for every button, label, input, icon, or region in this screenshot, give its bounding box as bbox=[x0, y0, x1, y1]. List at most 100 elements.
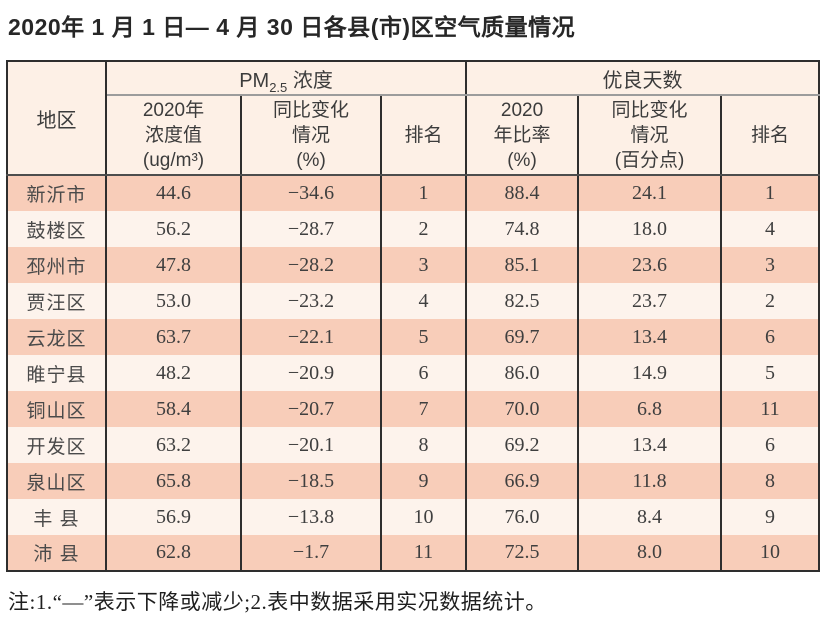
cell-good-change: 8.0 bbox=[577, 535, 723, 571]
table-header: 地区 PM2.5 浓度 优良天数 2020年 浓度值 (ug/m³) 同比变化 … bbox=[6, 61, 821, 176]
cell-pm-change: −20.1 bbox=[240, 427, 382, 463]
cell-pm-change: −28.7 bbox=[240, 211, 382, 247]
pm25-label-subscript: 2.5 bbox=[269, 79, 288, 95]
cell-good-rate: 82.5 bbox=[465, 283, 580, 319]
cell-good-change: 11.8 bbox=[577, 463, 723, 499]
cell-region: 云龙区 bbox=[6, 319, 107, 355]
table-row: 丰 县 56.9 −13.8 10 76.0 8.4 9 bbox=[6, 499, 821, 535]
cell-region: 泉山区 bbox=[6, 463, 107, 499]
cell-pm-rank: 1 bbox=[379, 175, 468, 211]
table-body: 新沂市 44.6 −34.6 1 88.4 24.1 1 鼓楼区 56.2 −2… bbox=[6, 175, 821, 571]
cell-region: 铜山区 bbox=[6, 391, 107, 427]
cell-pm-change: −18.5 bbox=[240, 463, 382, 499]
footnote: 注:1.“—”表示下降或减少;2.表中数据采用实况数据统计。 bbox=[8, 590, 547, 614]
table-row: 泉山区 65.8 −18.5 9 66.9 11.8 8 bbox=[6, 463, 821, 499]
header-group-row: 地区 PM2.5 浓度 优良天数 bbox=[6, 61, 821, 176]
column-header-pm-change: 同比变化 情况 (%) bbox=[240, 95, 382, 176]
cell-good-rank: 11 bbox=[720, 391, 821, 427]
cell-good-rank: 4 bbox=[720, 211, 821, 247]
column-header-good-rank: 排名 bbox=[720, 95, 821, 176]
cell-good-rank: 2 bbox=[720, 283, 821, 319]
cell-good-change: 14.9 bbox=[577, 355, 723, 391]
column-group-good-days: 优良天数 bbox=[465, 61, 821, 96]
cell-pm-value: 53.0 bbox=[105, 283, 242, 319]
table-row: 新沂市 44.6 −34.6 1 88.4 24.1 1 bbox=[6, 175, 821, 211]
cell-region: 睢宁县 bbox=[6, 355, 107, 391]
cell-pm-value: 47.8 bbox=[105, 247, 242, 283]
cell-good-rate: 66.9 bbox=[465, 463, 580, 499]
pm25-label-prefix: PM bbox=[239, 69, 270, 92]
cell-pm-change: −20.9 bbox=[240, 355, 382, 391]
column-header-pm-value: 2020年 浓度值 (ug/m³) bbox=[105, 95, 242, 176]
cell-pm-value: 48.2 bbox=[105, 355, 242, 391]
cell-good-rank: 6 bbox=[720, 319, 821, 355]
cell-pm-rank: 8 bbox=[379, 427, 468, 463]
cell-good-rate: 74.8 bbox=[465, 211, 580, 247]
column-header-good-change: 同比变化 情况 (百分点) bbox=[577, 95, 723, 176]
cell-region: 丰 县 bbox=[6, 499, 107, 535]
header-sub-row: 2020年 浓度值 (ug/m³) 同比变化 情况 (%) 排名 2020 年比… bbox=[7, 95, 821, 176]
cell-pm-value: 44.6 bbox=[105, 175, 242, 211]
cell-good-change: 23.7 bbox=[577, 283, 723, 319]
cell-good-change: 6.8 bbox=[577, 391, 723, 427]
cell-good-rank: 6 bbox=[720, 427, 821, 463]
air-quality-table: 地区 PM2.5 浓度 优良天数 2020年 浓度值 (ug/m³) 同比变化 … bbox=[6, 60, 821, 572]
cell-pm-rank: 6 bbox=[379, 355, 468, 391]
cell-region: 鼓楼区 bbox=[6, 211, 107, 247]
cell-region: 沛 县 bbox=[6, 535, 107, 571]
cell-pm-change: −1.7 bbox=[240, 535, 382, 571]
cell-pm-rank: 11 bbox=[379, 535, 468, 571]
cell-pm-rank: 10 bbox=[379, 499, 468, 535]
cell-good-rank: 10 bbox=[720, 535, 821, 571]
table-row: 铜山区 58.4 −20.7 7 70.0 6.8 11 bbox=[6, 391, 821, 427]
cell-pm-rank: 2 bbox=[379, 211, 468, 247]
column-header-region: 地区 bbox=[6, 61, 107, 176]
cell-good-rate: 76.0 bbox=[465, 499, 580, 535]
column-header-good-rate: 2020 年比率 (%) bbox=[465, 95, 580, 176]
cell-good-rate: 88.4 bbox=[465, 175, 580, 211]
table-row: 云龙区 63.7 −22.1 5 69.7 13.4 6 bbox=[6, 319, 821, 355]
cell-pm-rank: 7 bbox=[379, 391, 468, 427]
cell-good-change: 8.4 bbox=[577, 499, 723, 535]
cell-good-rank: 9 bbox=[720, 499, 821, 535]
cell-good-rate: 69.7 bbox=[465, 319, 580, 355]
cell-pm-value: 56.2 bbox=[105, 211, 242, 247]
cell-region: 开发区 bbox=[6, 427, 107, 463]
table-row: 睢宁县 48.2 −20.9 6 86.0 14.9 5 bbox=[6, 355, 821, 391]
cell-good-rank: 1 bbox=[720, 175, 821, 211]
table-row: 邳州市 47.8 −28.2 3 85.1 23.6 3 bbox=[6, 247, 821, 283]
cell-good-rate: 69.2 bbox=[465, 427, 580, 463]
cell-pm-value: 63.7 bbox=[105, 319, 242, 355]
cell-pm-change: −28.2 bbox=[240, 247, 382, 283]
cell-good-change: 24.1 bbox=[577, 175, 723, 211]
cell-good-rank: 8 bbox=[720, 463, 821, 499]
cell-pm-change: −34.6 bbox=[240, 175, 382, 211]
table-row: 开发区 63.2 −20.1 8 69.2 13.4 6 bbox=[6, 427, 821, 463]
cell-good-rate: 72.5 bbox=[465, 535, 580, 571]
cell-pm-change: −23.2 bbox=[240, 283, 382, 319]
cell-pm-value: 62.8 bbox=[105, 535, 242, 571]
cell-good-change: 13.4 bbox=[577, 427, 723, 463]
cell-good-change: 13.4 bbox=[577, 319, 723, 355]
cell-region: 贾汪区 bbox=[6, 283, 107, 319]
cell-good-rate: 85.1 bbox=[465, 247, 580, 283]
cell-good-change: 23.6 bbox=[577, 247, 723, 283]
pm25-label-suffix: 浓度 bbox=[287, 69, 333, 92]
cell-good-rate: 86.0 bbox=[465, 355, 580, 391]
cell-pm-rank: 4 bbox=[379, 283, 468, 319]
column-header-pm-rank: 排名 bbox=[379, 95, 468, 176]
column-group-pm25: PM2.5 浓度 bbox=[104, 61, 468, 96]
cell-pm-value: 65.8 bbox=[105, 463, 242, 499]
cell-region: 新沂市 bbox=[6, 175, 107, 211]
table-row: 鼓楼区 56.2 −28.7 2 74.8 18.0 4 bbox=[6, 211, 821, 247]
page-title: 2020年 1 月 1 日— 4 月 30 日各县(市)区空气质量情况 bbox=[8, 14, 576, 40]
cell-pm-change: −22.1 bbox=[240, 319, 382, 355]
table-row: 沛 县 62.8 −1.7 11 72.5 8.0 10 bbox=[6, 535, 821, 571]
cell-good-change: 18.0 bbox=[577, 211, 723, 247]
cell-region: 邳州市 bbox=[6, 247, 107, 283]
cell-pm-change: −20.7 bbox=[240, 391, 382, 427]
cell-good-rank: 5 bbox=[720, 355, 821, 391]
cell-pm-rank: 5 bbox=[379, 319, 468, 355]
cell-pm-value: 63.2 bbox=[105, 427, 242, 463]
